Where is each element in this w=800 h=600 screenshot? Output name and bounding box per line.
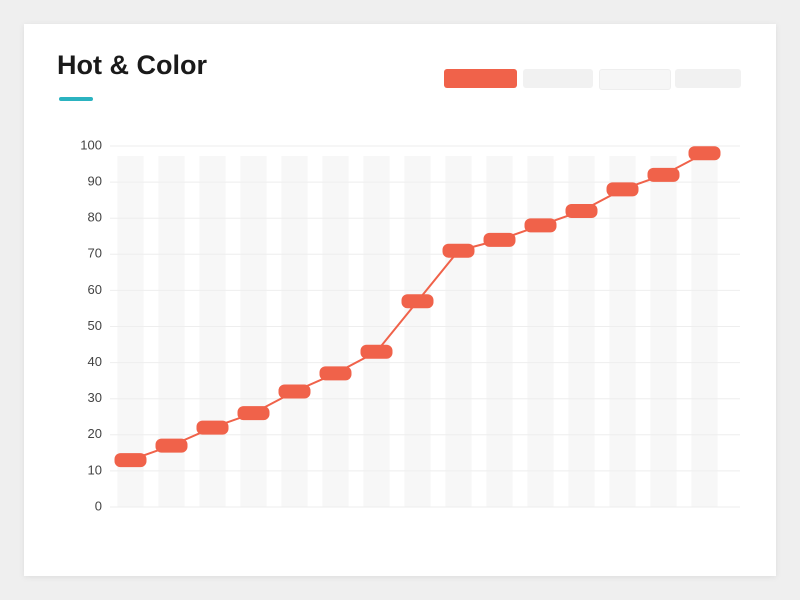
y-tick-label: 0: [95, 498, 102, 513]
column-background: [117, 156, 144, 507]
column-background: [363, 156, 390, 507]
button[interactable]: [599, 69, 671, 90]
y-tick-label: 10: [88, 462, 102, 477]
column-background: [158, 156, 185, 507]
point-marker: [278, 384, 311, 399]
y-tick-label: 60: [88, 282, 102, 297]
point-marker: [360, 344, 393, 359]
title-accent: [59, 97, 93, 101]
point-marker: [237, 406, 270, 421]
y-tick-label: 50: [88, 318, 102, 333]
y-tick-label: 100: [80, 137, 102, 152]
y-tick-label: 40: [88, 354, 102, 369]
button[interactable]: [444, 69, 517, 88]
button[interactable]: [523, 69, 593, 88]
y-tick-label: 20: [88, 426, 102, 441]
point-marker: [401, 294, 434, 309]
column-background: [240, 156, 267, 507]
column-background: [445, 156, 472, 507]
point-marker: [483, 232, 516, 247]
point-marker: [606, 182, 639, 197]
point-marker: [319, 366, 352, 381]
point-marker: [647, 167, 680, 182]
point-marker: [524, 218, 557, 233]
column-background: [322, 156, 349, 507]
column-background: [609, 156, 636, 507]
column-background: [527, 156, 554, 507]
point-marker: [114, 453, 147, 468]
column-background: [650, 156, 677, 507]
point-marker: [155, 438, 188, 453]
point-marker: [565, 203, 598, 218]
y-tick-label: 70: [88, 246, 102, 261]
column-background: [691, 156, 718, 507]
column-background: [199, 156, 226, 507]
y-tick-label: 90: [88, 174, 102, 189]
point-marker: [196, 420, 229, 435]
column-background: [281, 156, 308, 507]
column-background: [486, 156, 513, 507]
chart-title: Hot & Color: [57, 50, 207, 80]
y-tick-label: 80: [88, 210, 102, 225]
column-background: [404, 156, 431, 507]
y-tick-label: 30: [88, 390, 102, 405]
point-marker: [688, 146, 721, 161]
point-marker: [442, 243, 475, 258]
button[interactable]: [675, 69, 741, 88]
